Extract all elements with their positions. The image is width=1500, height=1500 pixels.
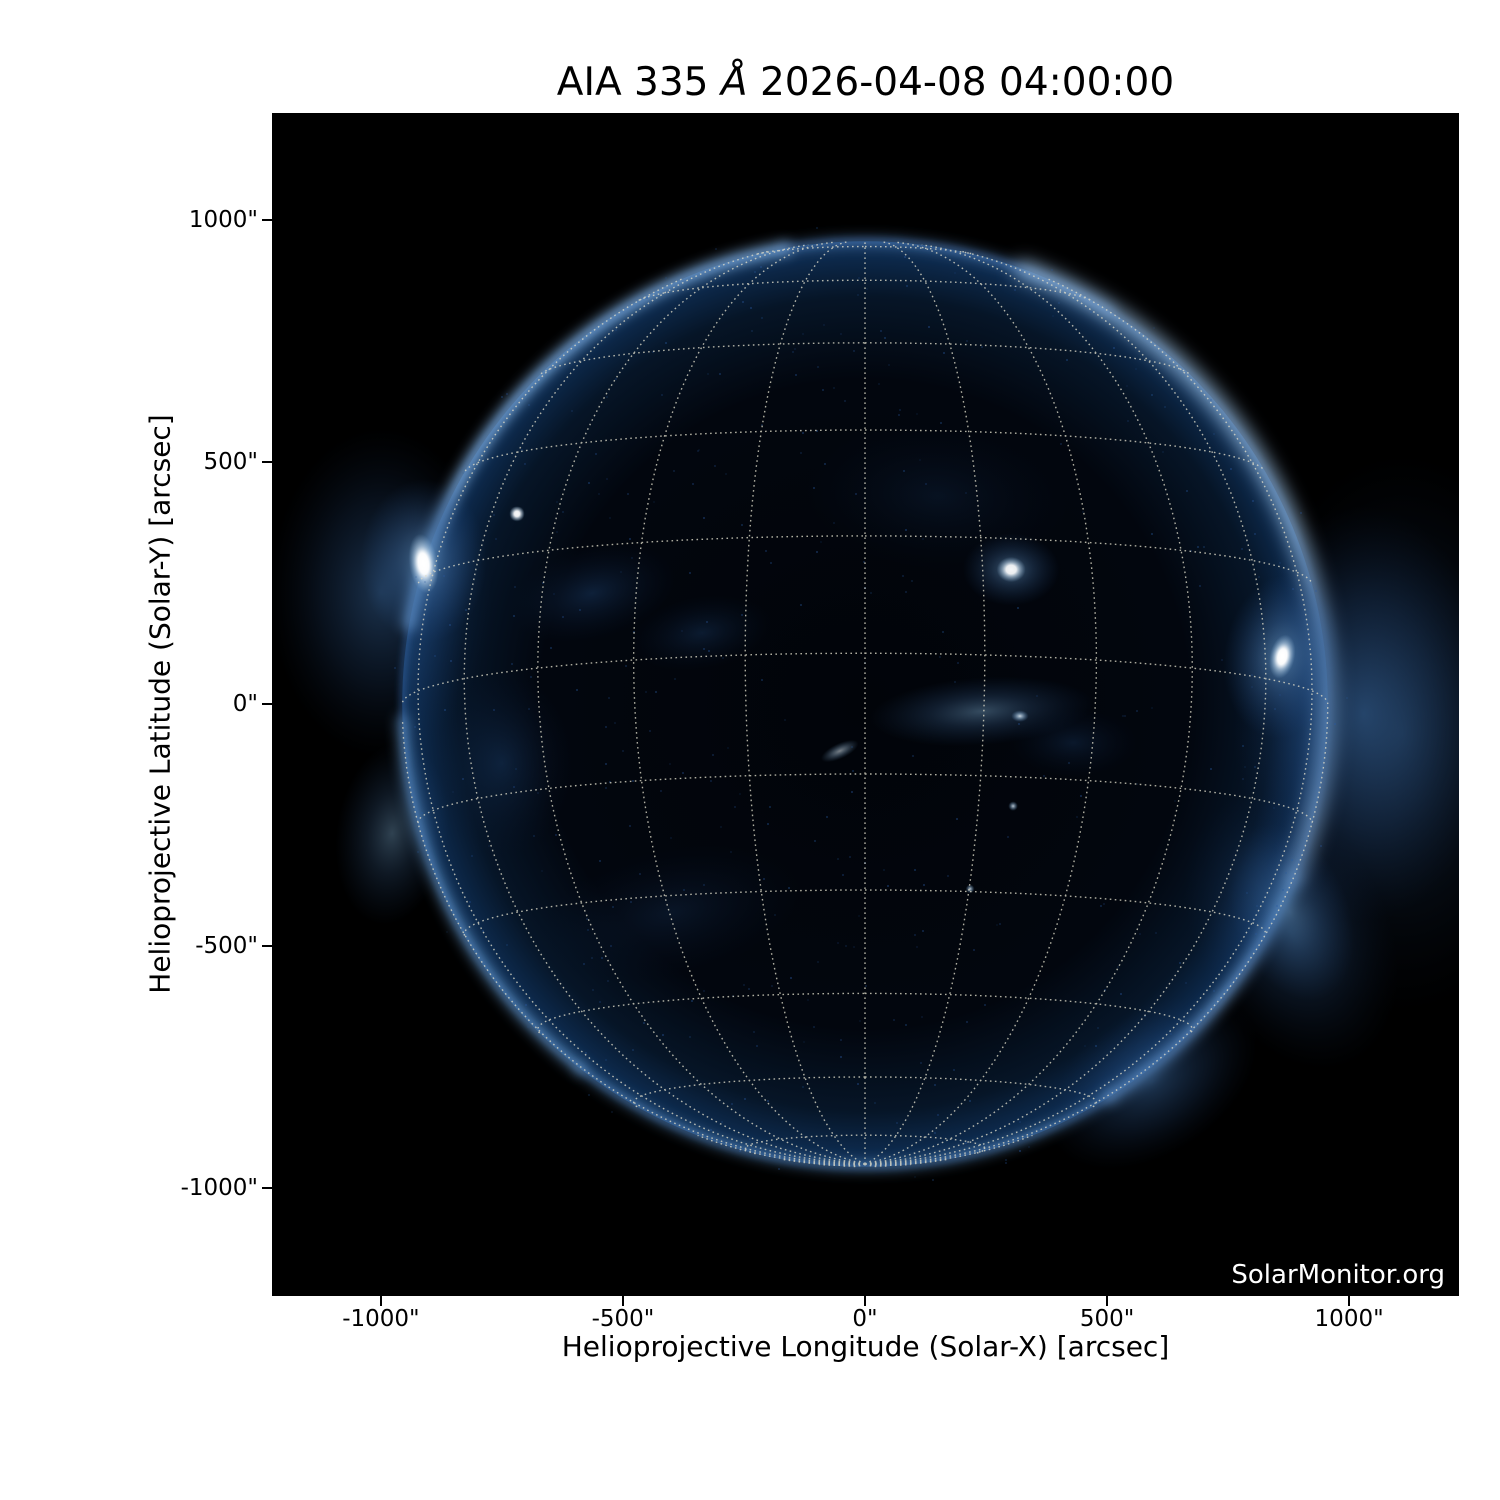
x-tick-mark [1348, 1296, 1351, 1306]
east-inner-disk [429, 671, 575, 856]
x-tick-label: -500" [591, 1306, 655, 1332]
southwest-corona [1183, 793, 1399, 1070]
northwest-active-region [996, 556, 1026, 583]
x-axis-label: Helioprojective Longitude (Solar-X) [arc… [561, 1330, 1170, 1363]
south-disk-mottling [542, 844, 800, 980]
x-tick-label: 1000" [1314, 1306, 1384, 1332]
sun-image [272, 113, 1459, 1296]
watermark-text: SolarMonitor.org [1231, 1260, 1445, 1290]
x-tick-label: -1000" [342, 1306, 420, 1332]
y-tick-label: 500" [203, 448, 258, 475]
x-tick-mark [1106, 1296, 1109, 1306]
central-wisp [821, 739, 859, 763]
small-brightening-south-2 [965, 884, 975, 894]
x-tick-mark [379, 1296, 382, 1306]
active-region-core [514, 510, 520, 517]
east-corona [272, 428, 493, 758]
northeast-wisps-1 [509, 543, 675, 643]
y-tick-mark [262, 218, 272, 221]
y-tick-label: -500" [195, 933, 258, 960]
southwest-glow [1046, 993, 1258, 1170]
north-faint-haze [807, 422, 1069, 569]
northeast-wisps-2 [632, 595, 772, 671]
y-tick-mark [262, 460, 272, 463]
y-tick-mark [262, 703, 272, 706]
x-tick-mark [621, 1296, 624, 1306]
y-tick-label: 0" [232, 691, 258, 718]
heliographic-grid [401, 241, 1329, 1168]
title-datetime: 2026-04-08 04:00:00 [747, 60, 1175, 105]
y-tick-label: 1000" [188, 206, 258, 233]
center-west-faint [1010, 708, 1137, 777]
page-title: AIA 335 Å 2026-04-08 04:00:00 [272, 60, 1459, 105]
title-angstrom-symbol: Å [720, 60, 748, 105]
title-instrument-wavelength: AIA 335 [556, 60, 721, 105]
x-tick-label: 0" [852, 1306, 878, 1332]
limb-arc [575, 1063, 1116, 1172]
active-region-core [417, 552, 430, 575]
y-tick-mark [262, 945, 272, 948]
active-region-core [1277, 648, 1288, 665]
y-tick-mark [262, 1187, 272, 1190]
y-tick-label: -1000" [180, 1175, 258, 1202]
plot-area: SolarMonitor.org [272, 113, 1459, 1296]
southeast-limb-glow [335, 741, 449, 925]
small-brightening-south-1 [1008, 801, 1018, 811]
x-tick-label: 500" [1079, 1306, 1135, 1332]
x-tick-mark [864, 1296, 867, 1306]
central-arcade-knot [1011, 710, 1029, 722]
